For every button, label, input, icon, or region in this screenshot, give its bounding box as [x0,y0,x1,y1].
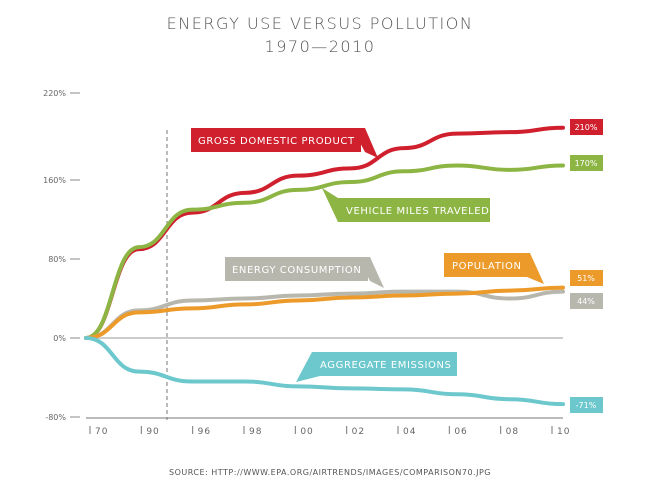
tag-population: 51% [570,270,603,286]
x-tick-label: 04 [403,427,416,437]
x-tick-label: 08 [506,427,519,437]
tag-emissions-text: -71% [576,401,597,410]
label-population-text: POPULATION [452,261,522,272]
x-tick-label: 10 [557,427,570,437]
series-line-1 [84,163,565,340]
x-tick-label: 98 [249,427,262,437]
label-gdp: GROSS DOMESTIC PRODUCT [191,128,378,158]
x-tick-label: 06 [454,427,467,437]
x-tick-label: 00 [300,427,313,437]
label-vmt-text: VEHICLE MILES TRAVELED [346,206,489,217]
x-tick-label: 90 [146,427,159,437]
y-tick-label: 160% [43,176,66,185]
tag-gdp: 210% [570,119,603,135]
y-axis: 220% 160% 80% 0% -80% [43,89,80,422]
y-tick-label: -80% [45,413,66,422]
tag-vmt: 170% [570,155,603,171]
label-energy-text: ENERGY CONSUMPTION [232,265,361,276]
label-emissions: AGGREGATE EMISSIONS [296,352,457,382]
tag-vmt-text: 170% [575,159,598,168]
label-population: POPULATION [444,253,544,284]
tag-energy: 44% [570,293,603,309]
y-tick-label: 0% [53,334,66,343]
series-line-2 [84,289,565,340]
tag-population-text: 51% [577,274,595,283]
tag-emissions: -71% [570,397,603,413]
x-tick-label: 02 [352,427,365,437]
tag-gdp-text: 210% [575,123,598,132]
label-vmt: VEHICLE MILES TRAVELED [322,188,490,222]
x-tick-label: 96 [198,427,211,437]
chart-subtitle: 1970—2010 [265,37,376,56]
series-line-4 [84,336,565,407]
y-tick-label: 220% [43,89,66,98]
chart-title: ENERGY USE VERSUS POLLUTION [167,14,474,33]
label-emissions-text: AGGREGATE EMISSIONS [320,360,452,371]
label-energy: ENERGY CONSUMPTION [225,257,384,288]
x-axis: 70 90 96 98 00 02 04 06 08 10 [89,426,570,437]
x-tick-label: 70 [95,427,108,437]
label-gdp-text: GROSS DOMESTIC PRODUCT [198,136,355,147]
series-lines [84,125,565,407]
series-line-3 [84,285,565,340]
y-tick-label: 80% [48,255,66,264]
source-note: SOURCE: HTTP://WWW.EPA.ORG/AIRTRENDS/IMA… [169,468,491,477]
tag-energy-text: 44% [577,297,595,306]
